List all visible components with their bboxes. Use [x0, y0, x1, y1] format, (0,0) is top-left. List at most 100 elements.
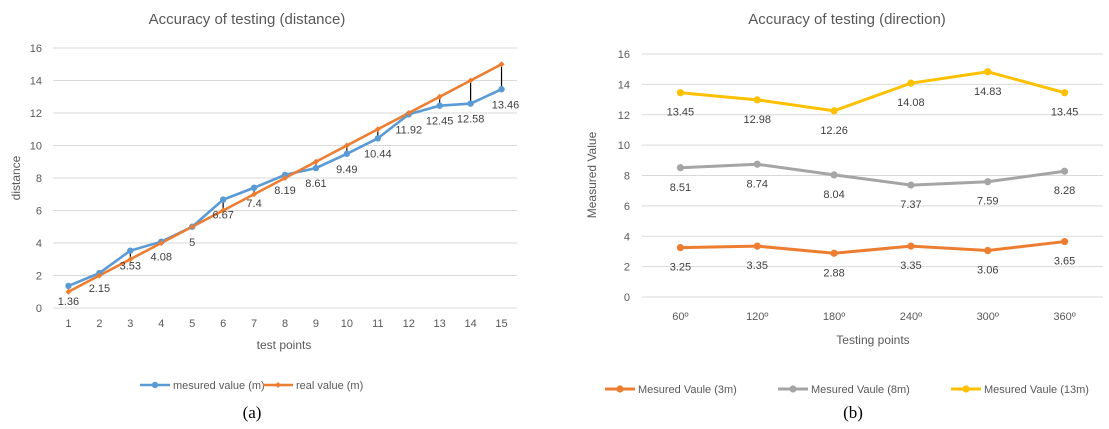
legend-label: Mesured Vaule (8m) [811, 384, 910, 396]
x-tick-label: 10 [341, 318, 353, 330]
legend-marker [151, 381, 159, 389]
figure-caption: (a) [243, 403, 262, 422]
data-point-3m [830, 249, 838, 257]
data-label: 1.36 [58, 296, 79, 308]
y-tick-label: 12 [618, 110, 630, 122]
legend-label: Mesured Vaule (3m) [638, 384, 737, 396]
data-point-real [127, 256, 134, 263]
distance-accuracy-chart: Accuracy of testing (distance) 024681012… [9, 11, 519, 422]
data-label: 12.26 [820, 125, 848, 137]
x-axis-label: test points [257, 338, 312, 352]
data-point-real [282, 175, 288, 181]
data-label: 13.46 [492, 99, 520, 111]
y-tick-label: 10 [30, 141, 42, 153]
y-tick-label: 16 [618, 49, 630, 61]
data-label: 5 [189, 237, 195, 249]
x-tick-label: 240º [900, 311, 922, 323]
data-label: 3.35 [900, 260, 921, 272]
data-point-real [158, 240, 165, 246]
y-tick-label: 12 [30, 108, 42, 120]
y-tick-label: 14 [30, 76, 42, 88]
data-point-13m [984, 68, 992, 76]
data-point-real [343, 142, 350, 149]
data-label: 8.51 [670, 182, 691, 194]
data-label: 9.49 [336, 164, 357, 176]
data-label: 14.83 [974, 86, 1002, 98]
data-label: 8.61 [305, 178, 326, 190]
data-point-3m [984, 246, 992, 255]
data-point-measured [312, 164, 320, 172]
data-point-measured [343, 150, 351, 157]
data-label: 12.98 [743, 114, 771, 126]
data-point-3m [907, 242, 915, 250]
x-tick-label: 1 [65, 318, 71, 330]
x-tick-label: 12 [403, 318, 415, 330]
data-point-measured [127, 247, 134, 254]
legend-marker [789, 385, 797, 393]
data-label: 13.45 [667, 107, 695, 119]
data-point-measured [65, 282, 72, 290]
data-point-8m [984, 178, 992, 186]
data-label: 3.35 [747, 260, 768, 272]
x-tick-label: 13 [434, 318, 446, 330]
x-tick-label: 14 [464, 318, 476, 330]
x-tick-label: 300º [977, 311, 999, 323]
data-point-measured [467, 100, 474, 107]
data-point-real [251, 191, 258, 198]
data-point-13m [907, 79, 915, 87]
x-tick-label: 6 [220, 318, 226, 330]
data-point-measured [219, 196, 227, 203]
x-tick-label: 120º [746, 311, 768, 323]
data-label: 11.92 [395, 124, 422, 136]
y-tick-label: 4 [624, 231, 630, 243]
x-tick-label: 60º [672, 311, 688, 323]
data-label: 3.25 [670, 262, 691, 274]
x-tick-label: 5 [189, 318, 195, 330]
data-label: 14.08 [897, 97, 925, 109]
legend-item: mesured value (m) [140, 380, 265, 392]
data-point-measured [281, 171, 289, 179]
x-tick-label: 2 [96, 318, 102, 330]
y-tick-label: 2 [36, 271, 42, 283]
chart-title: Accuracy of testing (direction) [748, 11, 946, 28]
data-label: 7.37 [900, 199, 921, 211]
data-label: 7.4 [246, 198, 261, 210]
y-tick-label: 8 [36, 173, 42, 185]
data-point-3m [676, 244, 685, 252]
data-point-real [65, 288, 72, 295]
data-label: 8.74 [747, 178, 768, 190]
y-tick-label: 0 [624, 292, 630, 304]
x-tick-label: 15 [495, 318, 507, 330]
legend-marker [275, 382, 281, 388]
y-axis-label: Measured Value [585, 131, 599, 218]
chart-title: Accuracy of testing (distance) [149, 11, 346, 28]
x-tick-label: 360º [1053, 311, 1075, 323]
data-label: 4.08 [151, 252, 172, 264]
data-point-8m [907, 181, 915, 189]
series-line-8m [680, 162, 1065, 187]
data-label: 3.06 [977, 265, 998, 277]
figure-caption: (b) [843, 403, 863, 422]
legend-item: Mesured Vaule (8m) [778, 384, 910, 396]
data-label: 12.45 [426, 116, 454, 128]
y-tick-label: 6 [624, 201, 630, 213]
data-label: 8.28 [1054, 185, 1075, 197]
x-axis-label: Testing points [836, 333, 909, 347]
y-tick-label: 4 [36, 238, 42, 250]
legend-label: real value (m) [296, 380, 363, 392]
data-label: 2.88 [823, 267, 844, 279]
x-tick-label: 8 [282, 318, 288, 330]
y-tick-label: 14 [618, 79, 630, 91]
legend-marker [616, 385, 624, 393]
data-point-13m [753, 96, 761, 104]
y-tick-label: 6 [36, 206, 42, 218]
legend-item: Mesured Vaule (3m) [605, 384, 737, 396]
x-tick-label: 11 [372, 318, 383, 330]
legend-label: Mesured Vaule (13m) [984, 384, 1089, 396]
data-point-measured [250, 184, 258, 191]
data-label: 6.67 [212, 210, 233, 222]
data-label: 3.65 [1054, 256, 1075, 268]
data-label: 12.58 [457, 114, 485, 126]
x-tick-label: 180º [823, 311, 845, 323]
direction-accuracy-chart: Accuracy of testing (direction) 0 2 4 6 8 10 1… [585, 11, 1103, 422]
